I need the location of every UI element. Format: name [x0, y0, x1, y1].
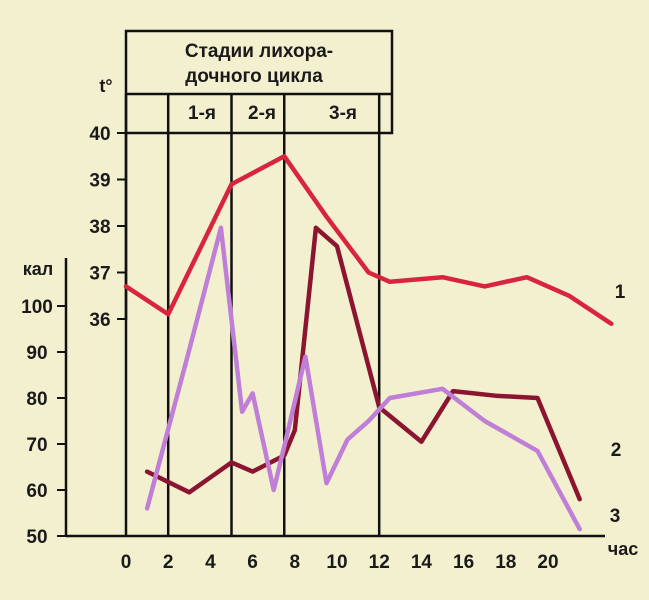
calorie-axis-label: кал [23, 259, 53, 279]
cal-tick-label: 60 [26, 481, 47, 502]
series-label-1: 1 [615, 282, 626, 303]
x-tick-label: 18 [495, 552, 516, 573]
x-tick-label: 4 [205, 552, 216, 573]
stage-header-title-line1: Стадии лихора- [185, 41, 333, 62]
cal-tick-label: 70 [26, 435, 47, 456]
x-tick-label: 0 [121, 552, 132, 573]
series-labels: 1 2 3 [610, 282, 626, 527]
stage-header-box [124, 29, 394, 135]
x-tick-label: 6 [247, 552, 258, 573]
temp-tick-label: 40 [89, 124, 110, 145]
series-label-2: 2 [611, 440, 622, 461]
temperature-ticks: 36 37 38 39 40 [89, 124, 126, 331]
x-tick-label: 2 [163, 552, 174, 573]
stage-label-1: 1-я [188, 103, 216, 124]
temp-tick-label: 38 [89, 217, 110, 238]
x-tick-label: 16 [453, 552, 474, 573]
stage-header-title-line2: дочного цикла [185, 66, 323, 87]
x-axis-label: час [608, 539, 638, 559]
cal-tick-label: 90 [26, 343, 47, 364]
series-layer [123, 154, 614, 532]
x-tick-label: 20 [537, 552, 558, 573]
temp-tick-label: 37 [89, 264, 110, 285]
cal-tick-label: 80 [26, 389, 47, 410]
series-line-1 [123, 154, 614, 326]
cal-tick-label: 50 [26, 527, 47, 548]
x-tick-label: 14 [411, 552, 433, 573]
x-tick-label: 8 [290, 552, 301, 573]
series-line-2 [144, 225, 582, 502]
x-axis-ticks: 0 2 4 6 8 10 12 14 16 18 20 [121, 552, 559, 573]
series-line-3 [144, 225, 582, 532]
x-tick-label: 12 [369, 552, 390, 573]
x-tick-label: 10 [326, 552, 347, 573]
cal-tick-label: 100 [21, 297, 53, 318]
temp-tick-label: 36 [89, 310, 110, 331]
calorie-ticks: 50 60 70 80 90 100 [21, 297, 66, 548]
stage-label-3: 3-я [329, 103, 357, 124]
temperature-axis-label: t° [99, 76, 112, 96]
series-label-3: 3 [610, 506, 621, 527]
stage-label-2: 2-я [248, 103, 276, 124]
temp-tick-label: 39 [89, 171, 110, 192]
